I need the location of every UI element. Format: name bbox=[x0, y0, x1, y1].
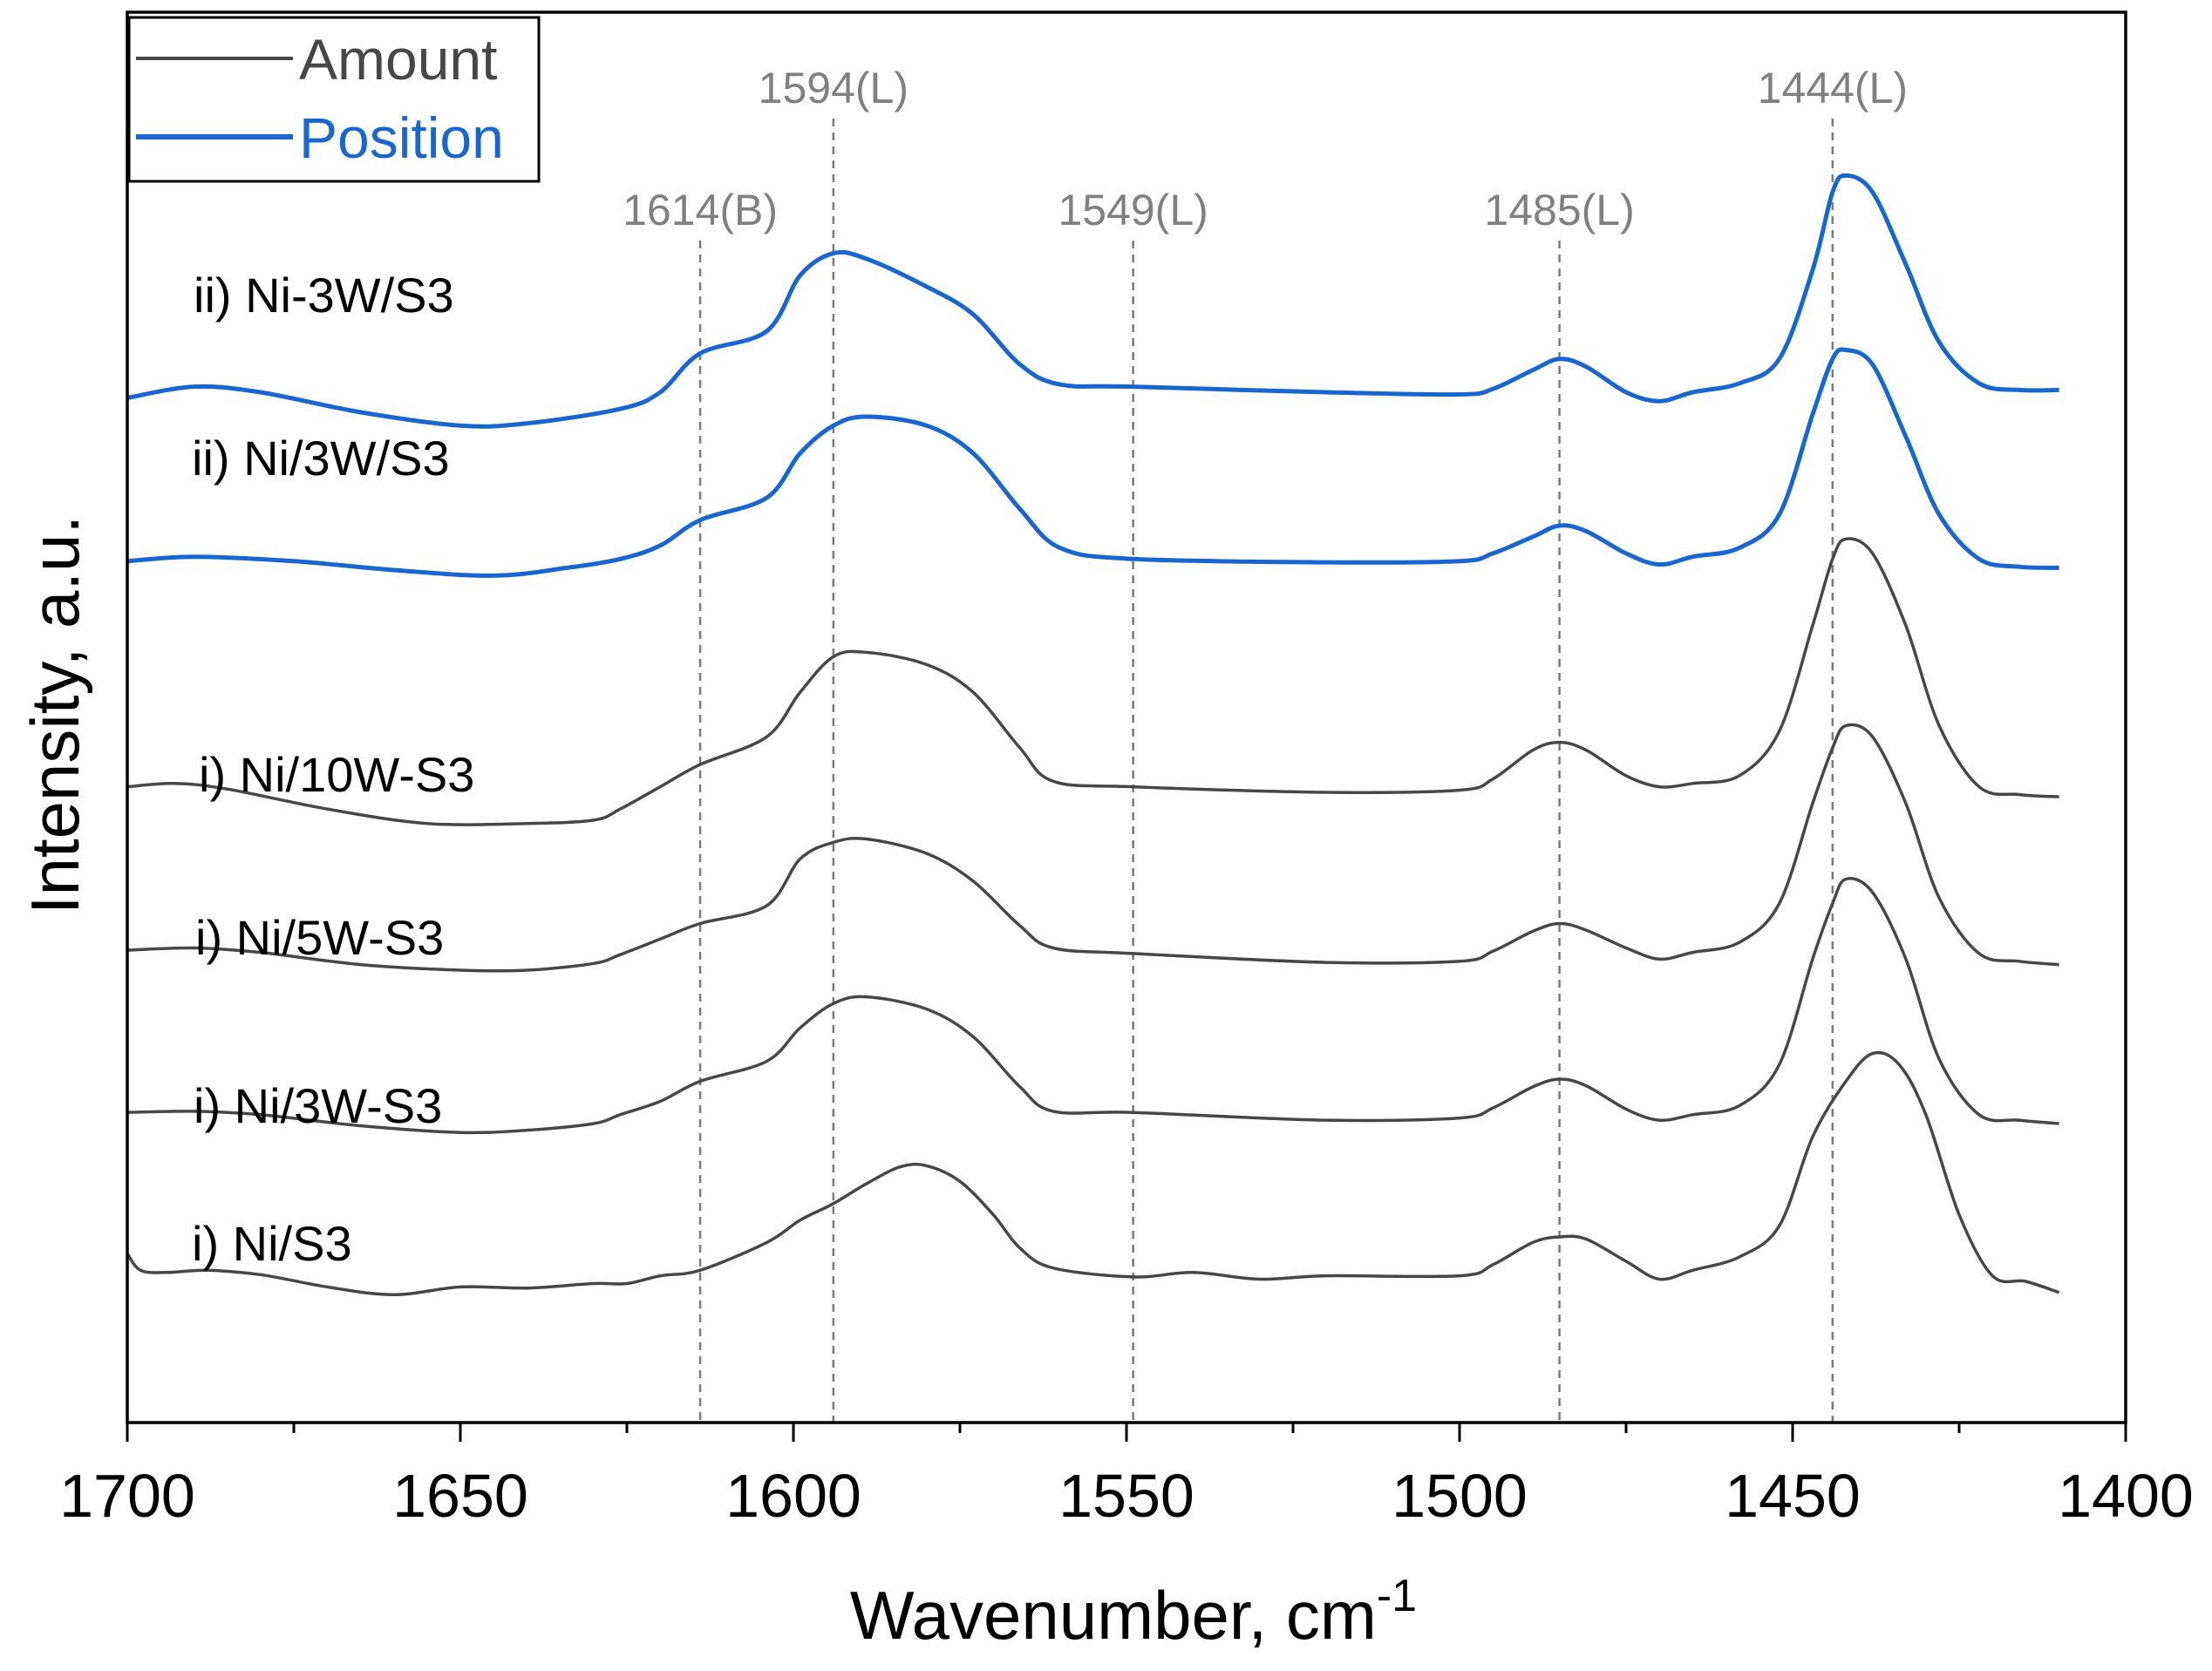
legend: Amount Position bbox=[127, 16, 541, 183]
legend-label-position: Position bbox=[299, 105, 504, 170]
peak-label-1549: 1549(L) bbox=[1058, 186, 1208, 234]
series-labels: ii) Ni-3W/S3 ii) Ni/3W/S3 i) Ni/10W-S3 i) N… bbox=[192, 268, 474, 1271]
series-label-i-ni-s3: i) Ni/S3 bbox=[192, 1216, 352, 1271]
x-axis-tick-labels: 1700 1650 1600 1550 1500 1450 1400 bbox=[59, 1462, 2194, 1530]
x-tick-label-1550: 1550 bbox=[1058, 1462, 1194, 1530]
x-tick-label-1650: 1650 bbox=[392, 1462, 528, 1530]
x-tick-label-1450: 1450 bbox=[1725, 1462, 1861, 1530]
legend-box bbox=[127, 16, 541, 183]
series-label-ii-ni-3w-s3: ii) Ni-3W/S3 bbox=[194, 268, 454, 323]
series-line-ii-ni-3w-s3 bbox=[126, 347, 2059, 578]
series-label-ii-ni-3w-s3: ii) Ni/3W/S3 bbox=[192, 431, 450, 486]
peak-labels: 1614(B) 1594(L) 1549(L) 1485(L) 1444(L) bbox=[623, 64, 1908, 234]
series-lines bbox=[126, 173, 2060, 1297]
x-axis-ticks bbox=[126, 1423, 2127, 1442]
x-axis-title: Wavenumber, cm-1 bbox=[850, 1571, 1417, 1654]
peak-label-1444: 1444(L) bbox=[1758, 64, 1908, 112]
peak-label-1485: 1485(L) bbox=[1484, 186, 1634, 234]
y-axis-title: Intensity, a.u. bbox=[17, 515, 93, 914]
peak-label-1614: 1614(B) bbox=[623, 186, 778, 234]
series-line-i-ni-s3 bbox=[126, 1050, 2060, 1297]
x-tick-label-1700: 1700 bbox=[59, 1462, 195, 1530]
peak-label-1594: 1594(L) bbox=[759, 64, 909, 112]
x-tick-label-1400: 1400 bbox=[2058, 1462, 2194, 1530]
x-tick-label-1500: 1500 bbox=[1392, 1462, 1528, 1530]
series-label-i-ni-5w-s3: i) Ni/5W-S3 bbox=[195, 910, 444, 965]
series-label-i-ni-10w-s3: i) Ni/10W-S3 bbox=[199, 747, 474, 802]
series-line-i-ni-3w-s3 bbox=[126, 877, 2059, 1135]
legend-label-amount: Amount bbox=[299, 27, 497, 92]
reference-lines bbox=[698, 119, 1834, 1423]
series-line-i-ni-5w-s3 bbox=[126, 723, 2059, 973]
x-tick-label-1600: 1600 bbox=[725, 1462, 861, 1530]
series-line-ii-ni-3w-s3 bbox=[126, 173, 2059, 429]
series-label-i-ni-3w-s3: i) Ni/3W-S3 bbox=[194, 1078, 442, 1133]
series-line-i-ni-10w-s3 bbox=[126, 537, 2059, 826]
